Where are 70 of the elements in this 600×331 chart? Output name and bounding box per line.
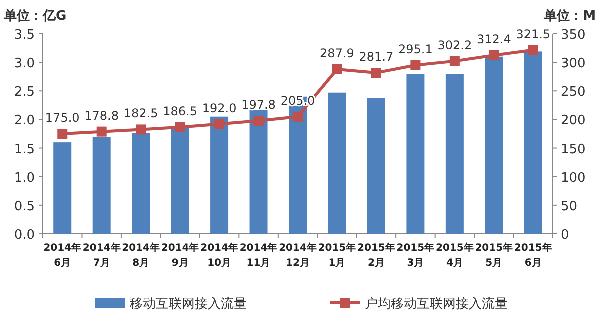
x-tick-label: 2015年 5月 xyxy=(475,242,514,269)
bar xyxy=(328,92,346,234)
data-label: 302.2 xyxy=(438,38,472,52)
y-tick-label: 2.5 xyxy=(14,85,35,100)
bar xyxy=(92,137,111,234)
y2-tick-label: 0 xyxy=(561,228,570,243)
point xyxy=(254,116,264,126)
data-label: 321.5 xyxy=(516,27,551,42)
legend-label: 移动互联网接入流量 xyxy=(130,296,247,312)
x-tick-label: 2014年 12月 xyxy=(279,242,317,269)
y-tick-label: 3.0 xyxy=(14,56,35,72)
y2-tick-label: 250 xyxy=(561,85,586,100)
x-tick-label: 2015年 1月 xyxy=(318,242,356,269)
bar xyxy=(132,133,150,234)
x-tick-label: 2015年 6月 xyxy=(514,242,552,269)
point xyxy=(371,68,382,78)
data-label: 281.7 xyxy=(359,50,394,64)
bar xyxy=(210,116,229,234)
data-label: 182.5 xyxy=(124,106,158,121)
y-tick-label: 0.5 xyxy=(14,199,35,214)
legend-label: 户均移动互联网接入流量 xyxy=(365,296,508,312)
data-label: 186.5 xyxy=(163,104,198,118)
point xyxy=(175,122,186,132)
data-label: 197.8 xyxy=(242,98,276,112)
y-tick-label: 0.0 xyxy=(14,228,35,243)
x-tick-label: 2014年 10月 xyxy=(200,242,238,269)
x-tick-label: 2015年 2月 xyxy=(358,242,396,269)
data-label: 312.4 xyxy=(476,32,512,46)
x-tick-label: 2015年 3月 xyxy=(396,242,435,269)
data-label: 287.9 xyxy=(320,46,354,60)
point xyxy=(332,64,342,74)
y-tick-label: 3.5 xyxy=(14,28,35,43)
point xyxy=(136,124,146,135)
bar xyxy=(446,74,464,234)
point xyxy=(410,60,421,70)
point xyxy=(58,129,68,139)
y2-tick-label: 150 xyxy=(561,142,586,158)
y2-tick-label: 350 xyxy=(561,28,586,43)
bar xyxy=(524,52,542,234)
point xyxy=(293,112,303,122)
y2-tick-label: 50 xyxy=(561,199,578,214)
bar xyxy=(485,56,504,234)
point xyxy=(528,45,538,56)
bar xyxy=(171,128,190,234)
bar xyxy=(367,98,386,234)
point xyxy=(214,119,225,130)
x-tick-label: 2014年 9月 xyxy=(161,242,200,269)
y-tick-label: 1.0 xyxy=(14,170,35,186)
bar xyxy=(54,142,72,234)
y2-tick-label: 300 xyxy=(561,56,586,72)
y2-tick-label: 200 xyxy=(561,114,586,129)
bar xyxy=(250,110,268,234)
x-tick-label: 2014年 8月 xyxy=(122,242,160,269)
x-tick-label: 2014年 6月 xyxy=(44,242,82,269)
data-label: 175.0 xyxy=(45,111,80,125)
y-axis-title: 单位：亿G xyxy=(3,8,67,24)
x-tick-label: 2015年 4月 xyxy=(436,242,474,269)
y2-tick-label: 100 xyxy=(561,170,586,186)
bar xyxy=(406,74,425,234)
point xyxy=(96,126,107,137)
y2-axis-title: 单位：M xyxy=(543,8,596,24)
data-label: 178.8 xyxy=(84,108,120,123)
point xyxy=(489,50,500,60)
y-tick-label: 2.0 xyxy=(14,114,35,129)
y-tick-label: 1.5 xyxy=(14,142,35,158)
x-tick-label: 2014年 7月 xyxy=(82,242,121,269)
data-label: 295.1 xyxy=(398,42,433,56)
x-tick-label: 2014年 11月 xyxy=(240,242,278,269)
point xyxy=(450,56,460,66)
data-label: 192.0 xyxy=(202,101,237,116)
